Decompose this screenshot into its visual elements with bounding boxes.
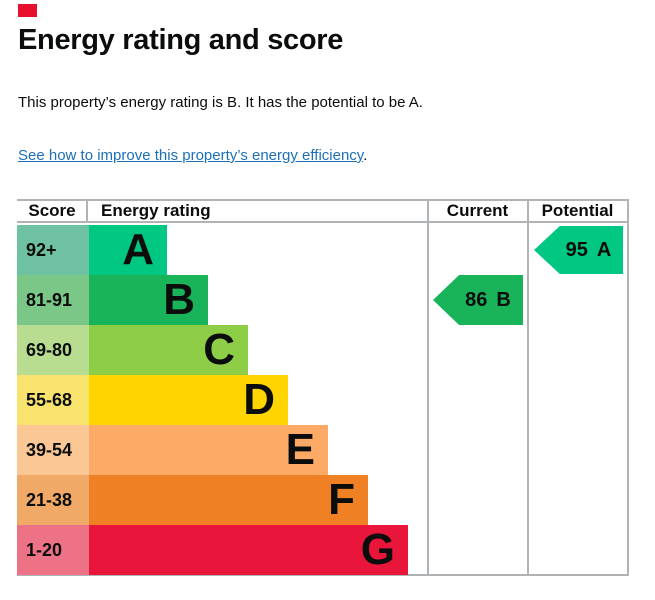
potential-score: 95 xyxy=(565,238,588,261)
energy-rating-chart: Score Energy rating Current Potential 92… xyxy=(17,199,629,577)
score-column-divider xyxy=(86,201,88,221)
band-bar-b: B xyxy=(89,275,208,325)
score-range-f: 21-38 xyxy=(17,475,89,525)
improve-efficiency-link[interactable]: See how to improve this property’s energ… xyxy=(18,147,364,164)
band-bar-c: C xyxy=(89,325,248,375)
recording-indicator xyxy=(18,4,37,17)
current-band: B xyxy=(496,288,511,311)
score-range-a: 92+ xyxy=(17,225,89,275)
improve-efficiency-link-line: See how to improve this property’s energ… xyxy=(18,145,367,166)
link-period: . xyxy=(363,147,368,164)
score-range-c: 69-80 xyxy=(17,325,89,375)
band-bar-e: E xyxy=(89,425,328,475)
band-row-c: 69-80 C xyxy=(17,325,629,375)
page-title: Energy rating and score xyxy=(18,24,344,56)
table-top-border xyxy=(17,199,629,201)
score-range-g: 1-20 xyxy=(17,525,89,575)
band-row-b: 81-91 B xyxy=(17,275,629,325)
column-header-energy-rating: Energy rating xyxy=(101,201,211,220)
band-row-a: 92+ A xyxy=(17,225,629,275)
potential-column-divider xyxy=(527,201,529,574)
header-bottom-border xyxy=(17,221,629,223)
band-bar-d: D xyxy=(89,375,288,425)
current-column-divider xyxy=(427,201,429,574)
score-range-d: 55-68 xyxy=(17,375,89,425)
column-header-current: Current xyxy=(446,201,509,220)
band-row-d: 55-68 D xyxy=(17,375,629,425)
band-bar-a: A xyxy=(89,225,167,275)
score-range-b: 81-91 xyxy=(17,275,89,325)
column-header-score: Score xyxy=(28,201,76,220)
band-row-e: 39-54 E xyxy=(17,425,629,475)
intro-text: This property’s energy rating is B. It h… xyxy=(18,94,423,111)
band-bar-f: F xyxy=(89,475,368,525)
column-header-potential: Potential xyxy=(541,201,614,220)
band-bar-g: G xyxy=(89,525,408,575)
potential-band: A xyxy=(596,238,612,261)
band-row-f: 21-38 F xyxy=(17,475,629,525)
current-score: 86 xyxy=(465,288,488,311)
band-row-g: 1-20 G xyxy=(17,525,629,575)
table-bottom-border xyxy=(17,574,629,576)
score-range-e: 39-54 xyxy=(17,425,89,475)
table-right-border xyxy=(627,201,629,574)
